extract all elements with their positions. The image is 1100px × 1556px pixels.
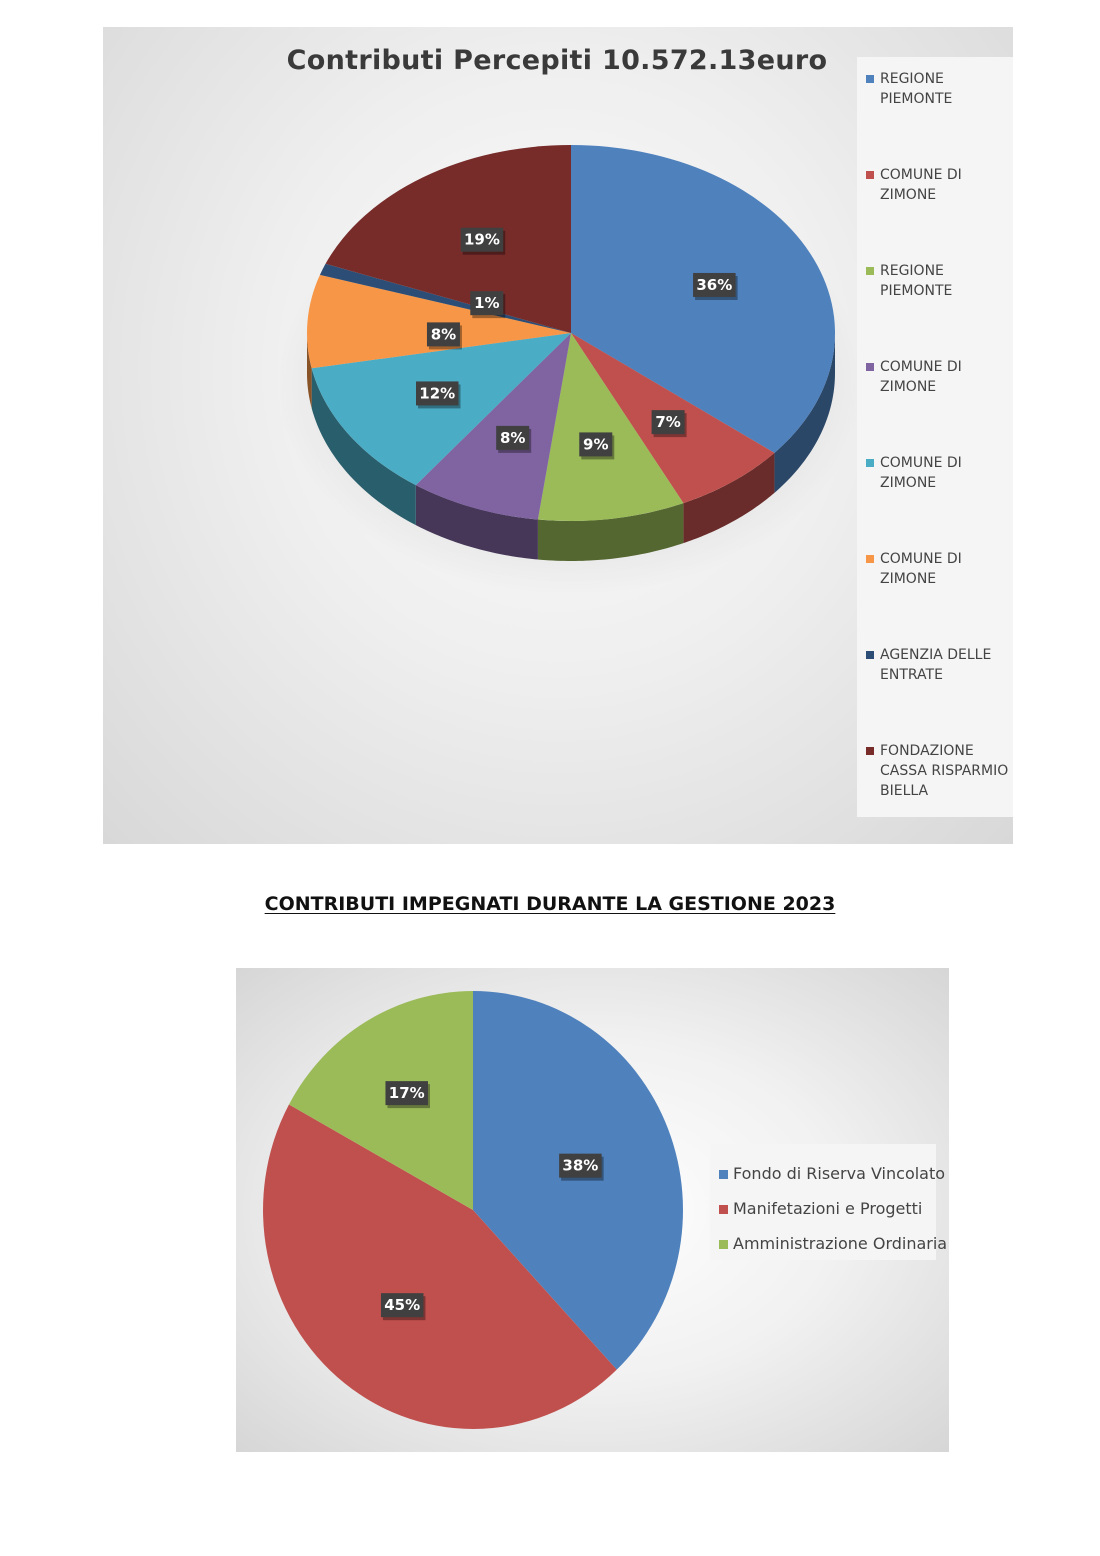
pie-1-side-2	[537, 503, 684, 561]
legend-label: REGIONE PIEMONTE	[880, 263, 953, 299]
pie-1-label-1: 7%	[651, 410, 687, 438]
chart-1-legend: REGIONE PIEMONTE COMUNE DI ZIMONE REGIONE …	[857, 57, 1013, 817]
pie-1-label-6: 1%	[470, 291, 506, 319]
pie-1-slice-0	[571, 145, 836, 453]
svg-text:36%: 36%	[696, 276, 732, 294]
legend-swatch	[866, 651, 874, 659]
pie-1-label-3: 8%	[496, 425, 532, 453]
legend-swatch	[866, 75, 874, 83]
legend-swatch	[719, 1205, 728, 1214]
legend-label: COMUNE DI ZIMONE	[880, 455, 962, 491]
legend-label: FONDAZIONE CASSA RISPARMIO BIELLA	[880, 743, 1009, 799]
legend-label: REGIONE PIEMONTE	[880, 71, 953, 107]
chart-1-title: Contributi Percepiti 10.572.13euro	[286, 45, 828, 76]
pie-1-side-3	[415, 485, 538, 560]
section-heading-text: CONTRIBUTI IMPEGNATI DURANTE LA GESTIONE…	[264, 893, 836, 915]
pie-1-slice-4	[311, 333, 571, 486]
svg-text:45%: 45%	[384, 1296, 420, 1314]
legend-label: Amministrazione Ordinaria	[733, 1234, 948, 1253]
pie-1-side-1	[683, 452, 775, 544]
pie-1-side-5	[307, 333, 312, 409]
pie-1-slice-7	[325, 145, 571, 333]
section-heading: CONTRIBUTI IMPEGNATI DURANTE LA GESTIONE…	[0, 893, 1100, 915]
legend-label: AGENZIA DELLE ENTRATE	[880, 647, 992, 683]
svg-text:1%: 1%	[474, 294, 499, 312]
pie-1-side-0	[774, 333, 835, 493]
pie-2-label-2: 17%	[385, 1081, 430, 1109]
legend-swatch	[719, 1240, 728, 1249]
svg-text:19%: 19%	[464, 231, 500, 249]
pie-1-slice-6	[319, 263, 571, 333]
pie-2-slice-0	[473, 991, 683, 1370]
pie-1-label-7: 19%	[460, 227, 506, 255]
pie-1-label-0: 36%	[693, 272, 738, 300]
svg-text:38%: 38%	[562, 1157, 598, 1175]
legend-swatch	[866, 267, 874, 275]
pie-1-label-2: 9%	[579, 432, 615, 460]
svg-text:8%: 8%	[500, 429, 525, 447]
pie-1-slice-2	[537, 333, 684, 522]
legend-swatch	[866, 459, 874, 467]
legend-label: COMUNE DI ZIMONE	[880, 359, 962, 395]
legend-label: Fondo di Riserva Vincolato	[733, 1164, 946, 1183]
pie-1-slice-3	[415, 333, 571, 520]
svg-text:7%: 7%	[655, 413, 680, 431]
pie-2-label-0: 38%	[559, 1153, 604, 1181]
legend-swatch	[866, 555, 874, 563]
chart-2-legend: Fondo di Riserva Vincolato Manifetazioni …	[710, 1144, 947, 1260]
svg-text:8%: 8%	[431, 325, 456, 343]
chart-2-panel: 38% 45% 17% Fondo di Riserva Vincolato Mani…	[236, 968, 949, 1452]
legend-swatch	[866, 363, 874, 371]
legend-swatch	[866, 171, 874, 179]
pie-2-label-1: 45%	[380, 1293, 426, 1321]
legend-swatch	[866, 747, 874, 755]
legend-swatch	[719, 1170, 728, 1179]
pie-1-slice-5	[307, 274, 571, 369]
svg-text:17%: 17%	[389, 1084, 425, 1102]
legend-label: Manifetazioni e Progetti	[733, 1199, 923, 1218]
pie-2-slice-1	[263, 1104, 617, 1429]
legend-label: COMUNE DI ZIMONE	[880, 167, 962, 203]
pie-1-side-4	[311, 368, 416, 526]
legend-label: COMUNE DI ZIMONE	[880, 551, 962, 587]
pie-2-slice-2	[288, 991, 473, 1210]
svg-text:12%: 12%	[419, 384, 455, 402]
pie-1-label-5: 8%	[426, 322, 462, 350]
svg-text:9%: 9%	[583, 435, 608, 453]
pie-chart-2: 38% 45% 17%	[263, 991, 683, 1429]
pie-1-label-4: 12%	[416, 381, 461, 409]
pie-chart-1: 36% 7% 9% 8% 12% 8% 1% 19%	[277, 145, 865, 596]
chart-1-panel: 36% 7% 9% 8% 12% 8% 1% 19% Contributi Percepiti…	[103, 27, 1013, 844]
